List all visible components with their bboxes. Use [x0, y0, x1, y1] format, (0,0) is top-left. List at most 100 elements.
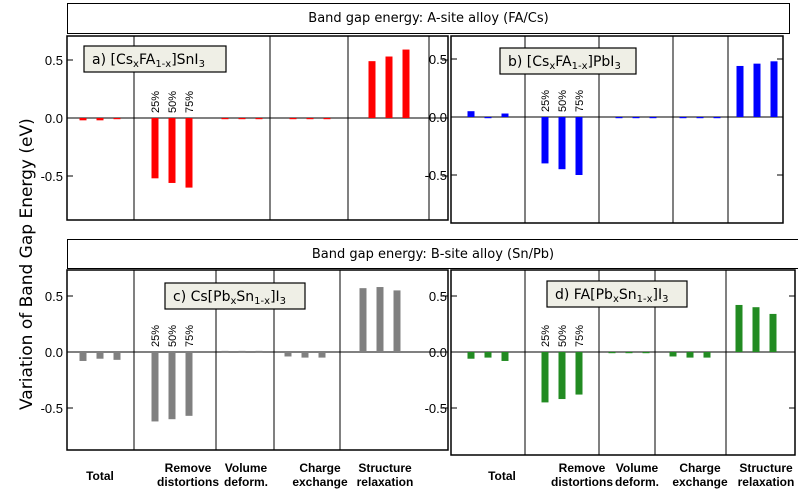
- panel-c-ytick-label-1: 0.0: [45, 345, 63, 360]
- panel-d-title-box: [546, 280, 688, 308]
- panel-a-ytick-label-1: 0.0: [45, 111, 63, 126]
- panel-a-bar-charge-exchange-2: [306, 118, 314, 120]
- panel-c-bar-total-1: [79, 352, 87, 361]
- panel-a-composition-label-1: 50%: [167, 91, 179, 113]
- banner-b-site: Band gap energy: B-site alloy (Sn/Pb): [67, 239, 798, 269]
- panel-c-bar-volume-deform--1: [221, 350, 229, 353]
- panel-d-ytick-label-0: 0.5: [429, 289, 447, 304]
- panel-d-bar-total-1: [467, 352, 475, 359]
- panel-b-bar-total-2: [484, 117, 492, 119]
- panel-c-bar-remove-distortions-1: [151, 352, 159, 422]
- panel-a-bar-volume-deform--1: [221, 118, 229, 120]
- panel-d-bar-total-3: [501, 352, 509, 361]
- panel-b-bar-charge-exchange-1: [679, 117, 687, 119]
- panel-b-bar-remove-distortions-1: [541, 117, 549, 164]
- panel-b-bar-total-1: [467, 111, 475, 117]
- panel-b-bar-remove-distortions-3: [575, 117, 583, 175]
- left-category-label-2: Volume deform.: [223, 461, 268, 489]
- panel-b-frame: [450, 35, 784, 224]
- right-category-label-4: Structure relaxation: [737, 461, 795, 489]
- panel-d-composition-label-2: 75%: [574, 325, 586, 347]
- panel-c-bar-total-3: [113, 352, 121, 360]
- panel-d-ytick-label-2: -0.5: [425, 401, 447, 416]
- panel-b-bar-total-3: [501, 113, 509, 117]
- panel-a-title: a) [CsxFA1-x]SnI3: [92, 52, 205, 70]
- panel-a-bar-volume-deform--3: [255, 118, 263, 120]
- left-category-label-1: Remove distortions: [157, 461, 219, 489]
- panel-b-title: b) [CsxFA1-x]PbI3: [508, 54, 621, 72]
- panel-d-composition-label-0: 25%: [540, 325, 552, 347]
- left-category-label-3: Charge exchange: [292, 461, 348, 489]
- banner-a-site: Band gap energy: A-site alloy (FA/Cs): [67, 3, 790, 34]
- panel-d-ytick-label-1: 0.0: [429, 345, 447, 360]
- panel-d-frame: [450, 269, 796, 456]
- panel-a-bar-remove-distortions-3: [185, 118, 193, 188]
- panel-d-bar-total-2: [484, 352, 492, 358]
- panel-a-bar-structure-relaxation-2: [385, 56, 393, 118]
- panel-b-bar-structure-relaxation-1: [736, 65, 744, 117]
- panel-d-bar-volume-deform--2: [625, 352, 633, 354]
- panel-a-composition-label-0: 25%: [150, 91, 162, 113]
- panel-b-bar-volume-deform--1: [615, 117, 623, 119]
- right-category-label-3: Charge exchange: [672, 461, 728, 489]
- panel-c-bar-charge-exchange-3: [318, 352, 326, 358]
- panel-b-title-box: [499, 47, 637, 75]
- panel-b-bar-structure-relaxation-2: [753, 63, 761, 117]
- panel-d-composition-label-1: 50%: [557, 325, 569, 347]
- panel-a-bar-volume-deform--2: [238, 118, 246, 120]
- panel-b-ytick-label-0: 0.5: [429, 52, 447, 67]
- panel-c-bar-structure-relaxation-1: [359, 288, 367, 352]
- panel-c-bar-structure-relaxation-2: [376, 287, 384, 352]
- panel-d-bar-charge-exchange-3: [703, 352, 711, 358]
- panel-c-composition-label-0: 25%: [150, 325, 162, 347]
- panel-b-bar-remove-distortions-2: [558, 117, 566, 170]
- panel-d-bar-charge-exchange-1: [669, 352, 677, 357]
- panel-c-bar-volume-deform--3: [255, 350, 263, 353]
- panel-a-bar-structure-relaxation-1: [368, 61, 376, 118]
- panel-b-bar-structure-relaxation-3: [770, 61, 778, 117]
- panel-d-title: d) FA[PbxSn1-x]I3: [555, 287, 668, 305]
- panel-c-bar-remove-distortions-2: [168, 352, 176, 420]
- left-category-label-4: Structure relaxation: [356, 461, 414, 489]
- panel-c-bar-remove-distortions-3: [185, 352, 193, 416]
- left-category-label-0: Total: [86, 469, 114, 483]
- panel-a-ytick-label-0: 0.5: [45, 53, 63, 68]
- panel-b-composition-label-0: 25%: [540, 90, 552, 112]
- panel-c-bar-structure-relaxation-3: [393, 290, 401, 352]
- panel-a-bar-total-3: [113, 118, 121, 120]
- panel-a-ytick-label-2: -0.5: [41, 169, 63, 184]
- panel-c-title-box: [164, 282, 306, 310]
- panel-b-composition-label-2: 75%: [574, 90, 586, 112]
- panel-a-bar-charge-exchange-3: [323, 118, 331, 120]
- panel-d-bar-volume-deform--3: [642, 352, 650, 354]
- panel-d-bar-structure-relaxation-3: [769, 313, 777, 352]
- panel-c-bar-volume-deform--2: [238, 350, 246, 353]
- panel-a-bar-structure-relaxation-3: [402, 49, 410, 119]
- panel-b-composition-label-1: 50%: [557, 90, 569, 112]
- panel-a-bar-total-2: [96, 118, 104, 121]
- right-category-label-1: Remove distortions: [551, 461, 613, 489]
- panel-c-title: c) Cs[PbxSn1-x]I3: [173, 289, 286, 307]
- panel-a-bar-remove-distortions-1: [151, 118, 159, 179]
- panel-c-bar-total-2: [96, 352, 104, 359]
- right-category-label-0: Total: [488, 469, 516, 483]
- panel-d-bar-remove-distortions-2: [558, 352, 566, 400]
- panel-c-composition-label-1: 50%: [167, 325, 179, 347]
- panel-d-bar-charge-exchange-2: [686, 352, 694, 358]
- panel-c-ytick-label-2: -0.5: [41, 401, 63, 416]
- panel-b-bar-charge-exchange-3: [713, 117, 721, 119]
- panel-a-bar-charge-exchange-1: [289, 118, 297, 120]
- panel-b-ytick-label-1: 0.0: [429, 110, 447, 125]
- panel-b-bar-volume-deform--2: [632, 117, 640, 119]
- panel-b-bar-charge-exchange-2: [696, 117, 704, 119]
- panel-d-bar-remove-distortions-1: [541, 352, 549, 403]
- panel-a-frame: [66, 35, 449, 221]
- panel-c-bar-charge-exchange-1: [284, 352, 292, 357]
- panel-b-bar-volume-deform--3: [649, 117, 657, 119]
- panel-d-bar-structure-relaxation-1: [735, 304, 743, 352]
- panel-a-bar-remove-distortions-2: [168, 118, 176, 183]
- panel-c-ytick-label-0: 0.5: [45, 289, 63, 304]
- panel-d-bar-remove-distortions-3: [575, 352, 583, 395]
- panel-c-bar-charge-exchange-2: [301, 352, 309, 358]
